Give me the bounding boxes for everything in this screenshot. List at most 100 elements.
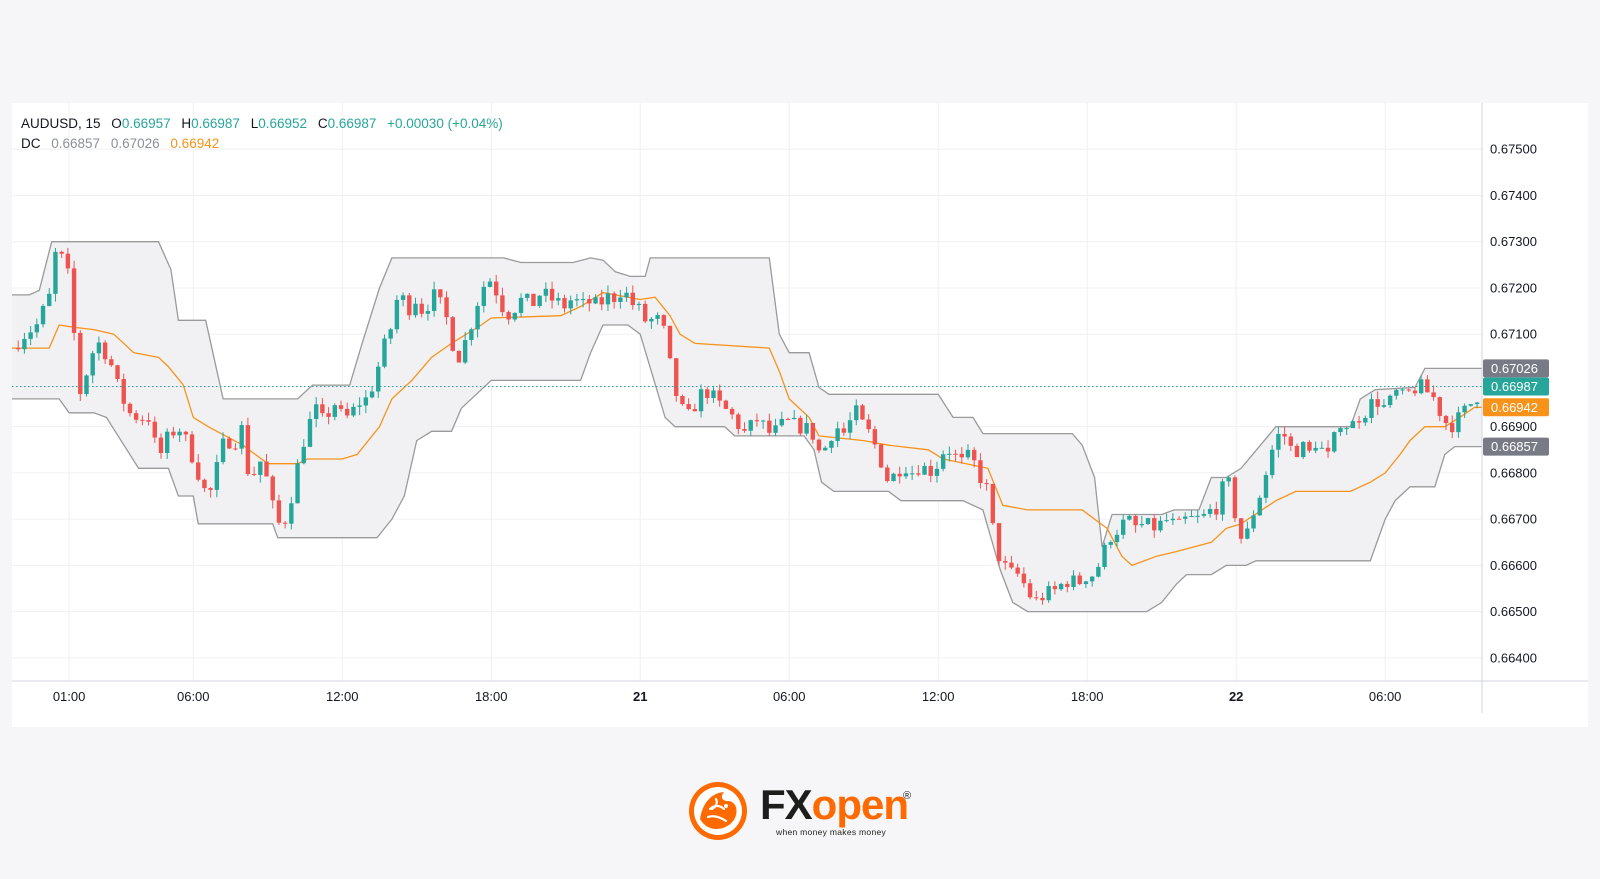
candle-body: [630, 292, 635, 306]
candle-body: [1133, 515, 1138, 526]
candle-body: [146, 420, 151, 422]
y-tick-label: 0.67300: [1490, 234, 1537, 249]
candle-body: [1325, 447, 1331, 452]
candle-body: [363, 397, 369, 406]
candle-body: [258, 461, 263, 475]
candle-body: [78, 332, 83, 395]
chart-panel[interactable]: 0.67500 0.67400 0.67300 0.67200 0.67100 0.669…: [12, 103, 1588, 727]
candle-body: [121, 379, 126, 404]
candle-body: [785, 418, 791, 420]
candle-body: [711, 390, 716, 399]
candle-body: [903, 473, 909, 477]
close-label: C: [317, 116, 328, 131]
y-tick-label: 0.67100: [1490, 327, 1537, 342]
x-tick-label: 18:00: [475, 689, 508, 704]
brand-wordmark: FXopen: [760, 781, 909, 828]
candle-body: [760, 420, 766, 422]
y-tick-label: 0.67200: [1490, 280, 1537, 295]
candle-body: [531, 293, 536, 306]
candle-body: [1003, 561, 1008, 563]
candle-body: [996, 523, 1002, 562]
close-value: 0.66987: [327, 116, 377, 131]
donchian-channel-fill: [12, 241, 1482, 612]
candle-body: [512, 312, 518, 320]
candle-body: [438, 289, 443, 298]
price-tag-label: 0.66857: [1491, 439, 1538, 454]
candle-body: [1468, 404, 1474, 406]
candle-body: [841, 428, 847, 433]
candle-body: [1058, 583, 1064, 590]
candle-body: [53, 251, 58, 294]
candle-body: [1065, 583, 1070, 587]
low-label: L: [250, 116, 259, 131]
candle-body: [779, 418, 784, 426]
candle-body: [829, 440, 834, 448]
candle-body: [990, 483, 996, 524]
candle-body: [59, 251, 64, 254]
candle-body: [1139, 524, 1145, 526]
candle-body: [736, 414, 741, 429]
candle-body: [158, 437, 164, 454]
candle-body: [189, 434, 195, 463]
candle-body: [394, 299, 400, 330]
candle-body: [1356, 421, 1362, 423]
candle-body: [810, 423, 816, 440]
candle-body: [1021, 573, 1027, 584]
candle-body: [450, 317, 455, 351]
candle-body: [1214, 508, 1219, 515]
tiger-head-icon: [689, 782, 747, 840]
candle-body: [1052, 586, 1058, 590]
candle-body: [984, 482, 989, 484]
candle-body: [978, 460, 983, 483]
candle-body: [1400, 389, 1405, 391]
candle-body: [872, 429, 878, 445]
candle-body: [891, 473, 896, 482]
candle-body: [940, 454, 946, 469]
candle-body: [1394, 389, 1399, 396]
candlestick-chart[interactable]: 0.67500 0.67400 0.67300 0.67200 0.67100 0.669…: [12, 103, 1588, 727]
dc-lower-band: [12, 324, 1482, 613]
candles-group: [16, 247, 1480, 605]
candle-body: [1282, 433, 1287, 437]
candle-body: [1108, 542, 1113, 545]
candle-body: [1009, 562, 1014, 568]
candle-body: [649, 318, 654, 322]
x-tick-label: 06:00: [177, 689, 210, 704]
candle-body: [1245, 528, 1250, 539]
ohlc-legend-row: AUDUSD, 15 O0.66957 H0.66987 L0.66952 C0…: [21, 114, 503, 134]
candle-body: [587, 299, 592, 304]
candle-body: [469, 329, 474, 341]
candle-body: [127, 403, 133, 414]
candle-body: [698, 389, 704, 412]
candle-body: [1195, 515, 1200, 517]
candle-body: [71, 268, 77, 333]
candle-body: [953, 453, 958, 455]
high-value: 0.66987: [191, 116, 240, 131]
candle-body: [568, 300, 573, 309]
candle-body: [1443, 415, 1449, 424]
candle-body: [357, 405, 362, 407]
x-tick-label: 12:00: [922, 689, 955, 704]
candle-body: [823, 447, 828, 451]
candle-body: [388, 329, 393, 339]
candle-body: [605, 293, 611, 305]
open-value: 0.66957: [121, 116, 171, 131]
candle-body: [407, 295, 412, 316]
candle-body: [611, 293, 617, 302]
candle-body: [1207, 508, 1213, 514]
candle-body: [1350, 421, 1356, 429]
candle-body: [866, 419, 871, 430]
candle-body: [655, 315, 660, 319]
candle-body: [1474, 402, 1480, 405]
brand-fx: FX: [760, 781, 813, 828]
candle-body: [1412, 390, 1418, 394]
candle-body: [1077, 575, 1082, 585]
candle-body: [34, 324, 40, 333]
candle-body: [251, 474, 257, 476]
x-tick-label: 01:00: [53, 689, 86, 704]
candle-body: [562, 298, 567, 309]
candle-body: [1332, 432, 1337, 452]
candle-body: [537, 295, 542, 306]
indicator-legend-row: DC 0.66857 0.67026 0.66942: [21, 134, 503, 154]
candle-body: [835, 428, 840, 441]
